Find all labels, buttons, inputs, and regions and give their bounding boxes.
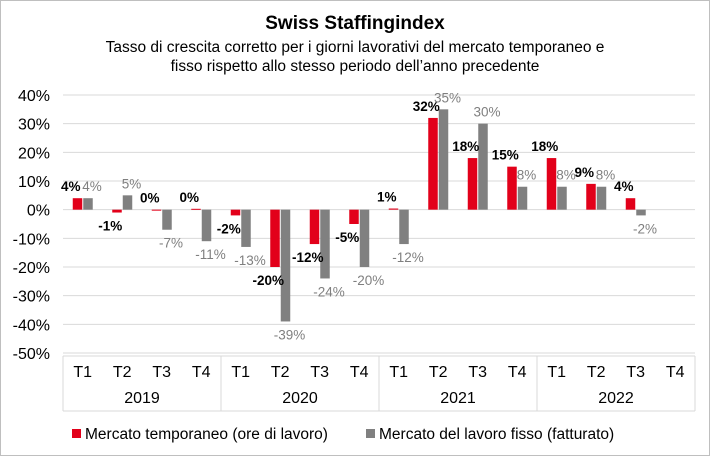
group-label: 2022 [598,390,634,407]
bar-temporaneo [625,198,636,210]
data-label: 4% [614,179,634,194]
bar-temporaneo [388,208,399,210]
y-tick-label: -40% [13,317,50,334]
bar-fisso [636,209,646,216]
x-tick-label: T2 [429,364,448,381]
y-tick-label: -50% [13,346,50,363]
bar-temporaneo [112,209,122,213]
data-label: 8% [596,168,616,183]
x-tick-label: T4 [666,364,685,381]
bar-temporaneo [546,158,557,210]
y-tick-label: 30% [18,117,50,134]
bar-temporaneo [270,209,280,267]
x-tick-label: T4 [508,364,527,381]
group-label: 2021 [440,390,476,407]
legend-swatch [366,429,375,438]
y-tick-label: -20% [13,260,50,277]
data-label: 32% [413,99,440,114]
x-tick-label: T4 [350,364,369,381]
data-label: 0% [179,190,199,205]
bar-fisso [438,109,449,210]
data-label: 18% [531,139,558,154]
x-tick-label: T1 [231,364,250,381]
data-label: 0% [140,191,160,206]
data-label: 35% [434,90,461,105]
data-label: 30% [473,105,500,120]
data-label: -20% [353,273,385,288]
bar-temporaneo [428,117,438,210]
data-label: 1% [377,190,397,205]
x-tick-label: T1 [73,364,92,381]
legend-label: Mercato del lavoro fisso (fatturato) [379,426,614,443]
chart-subtitle-line-2: fisso rispetto allo stesso periodo dell’… [171,58,540,75]
group-label: 2019 [124,390,160,407]
bar-temporaneo [586,183,596,210]
data-label: -24% [313,284,345,299]
bar-temporaneo [151,209,162,211]
x-tick-label: T2 [113,364,132,381]
bar-fisso [478,123,488,210]
data-label: -39% [274,327,306,342]
bar-fisso [162,209,172,230]
y-tick-label: 0% [27,203,50,220]
x-tick-label: T3 [310,364,329,381]
data-label: -1% [98,219,122,234]
bar-temporaneo [191,208,201,210]
chart-title: Swiss Staffingindex [265,13,445,34]
bar-temporaneo [349,209,359,224]
y-tick-label: 20% [18,145,50,162]
data-label: -13% [234,253,266,268]
data-label: -11% [195,247,226,262]
data-label: 8% [517,168,537,183]
data-label: -12% [392,250,424,265]
bar-fisso [320,209,330,279]
bar-fisso [280,209,291,322]
bar-fisso [557,186,567,210]
bar-fisso [83,198,93,210]
bar-fisso [241,209,251,247]
x-tick-label: T3 [152,364,171,381]
bar-fisso [399,209,409,245]
data-label: -12% [292,250,324,265]
x-tick-label: T3 [626,364,645,381]
bar-fisso [517,186,528,210]
data-label: 4% [82,179,102,194]
y-tick-label: -10% [13,231,50,248]
x-tick-label: T4 [192,364,211,381]
data-label: -5% [335,230,359,245]
x-tick-label: T2 [587,364,606,381]
y-tick-label: 10% [18,174,50,191]
legend-label: Mercato temporaneo (ore di lavoro) [85,426,328,443]
x-tick-label: T1 [389,364,408,381]
bar-temporaneo [467,158,478,210]
data-label: 5% [122,176,142,191]
bar-fisso [359,209,370,267]
x-tick-label: T1 [547,364,566,381]
y-tick-label: -30% [13,289,50,306]
y-tick-label: 40% [18,88,50,105]
data-label: -20% [252,273,284,288]
chart-subtitle-line-1: Tasso di crescita corretto per i giorni … [106,39,605,56]
bar-temporaneo [72,198,83,210]
data-label: 8% [556,168,576,183]
group-label: 2020 [282,390,318,407]
x-tick-label: T2 [271,364,290,381]
bar-temporaneo [507,166,517,210]
legend-swatch [72,429,81,438]
data-label: 4% [61,179,81,194]
bar-temporaneo [309,209,320,245]
data-label: 9% [574,165,594,180]
bar-temporaneo [230,209,241,216]
data-label: -7% [159,236,183,251]
data-label: 18% [452,139,479,154]
data-label: -2% [633,221,657,236]
bar-fisso [596,186,607,210]
data-label: -2% [217,221,241,236]
x-tick-label: T3 [468,364,487,381]
data-label: 15% [492,148,519,163]
bar-fisso [122,195,133,210]
bar-fisso [201,209,212,242]
